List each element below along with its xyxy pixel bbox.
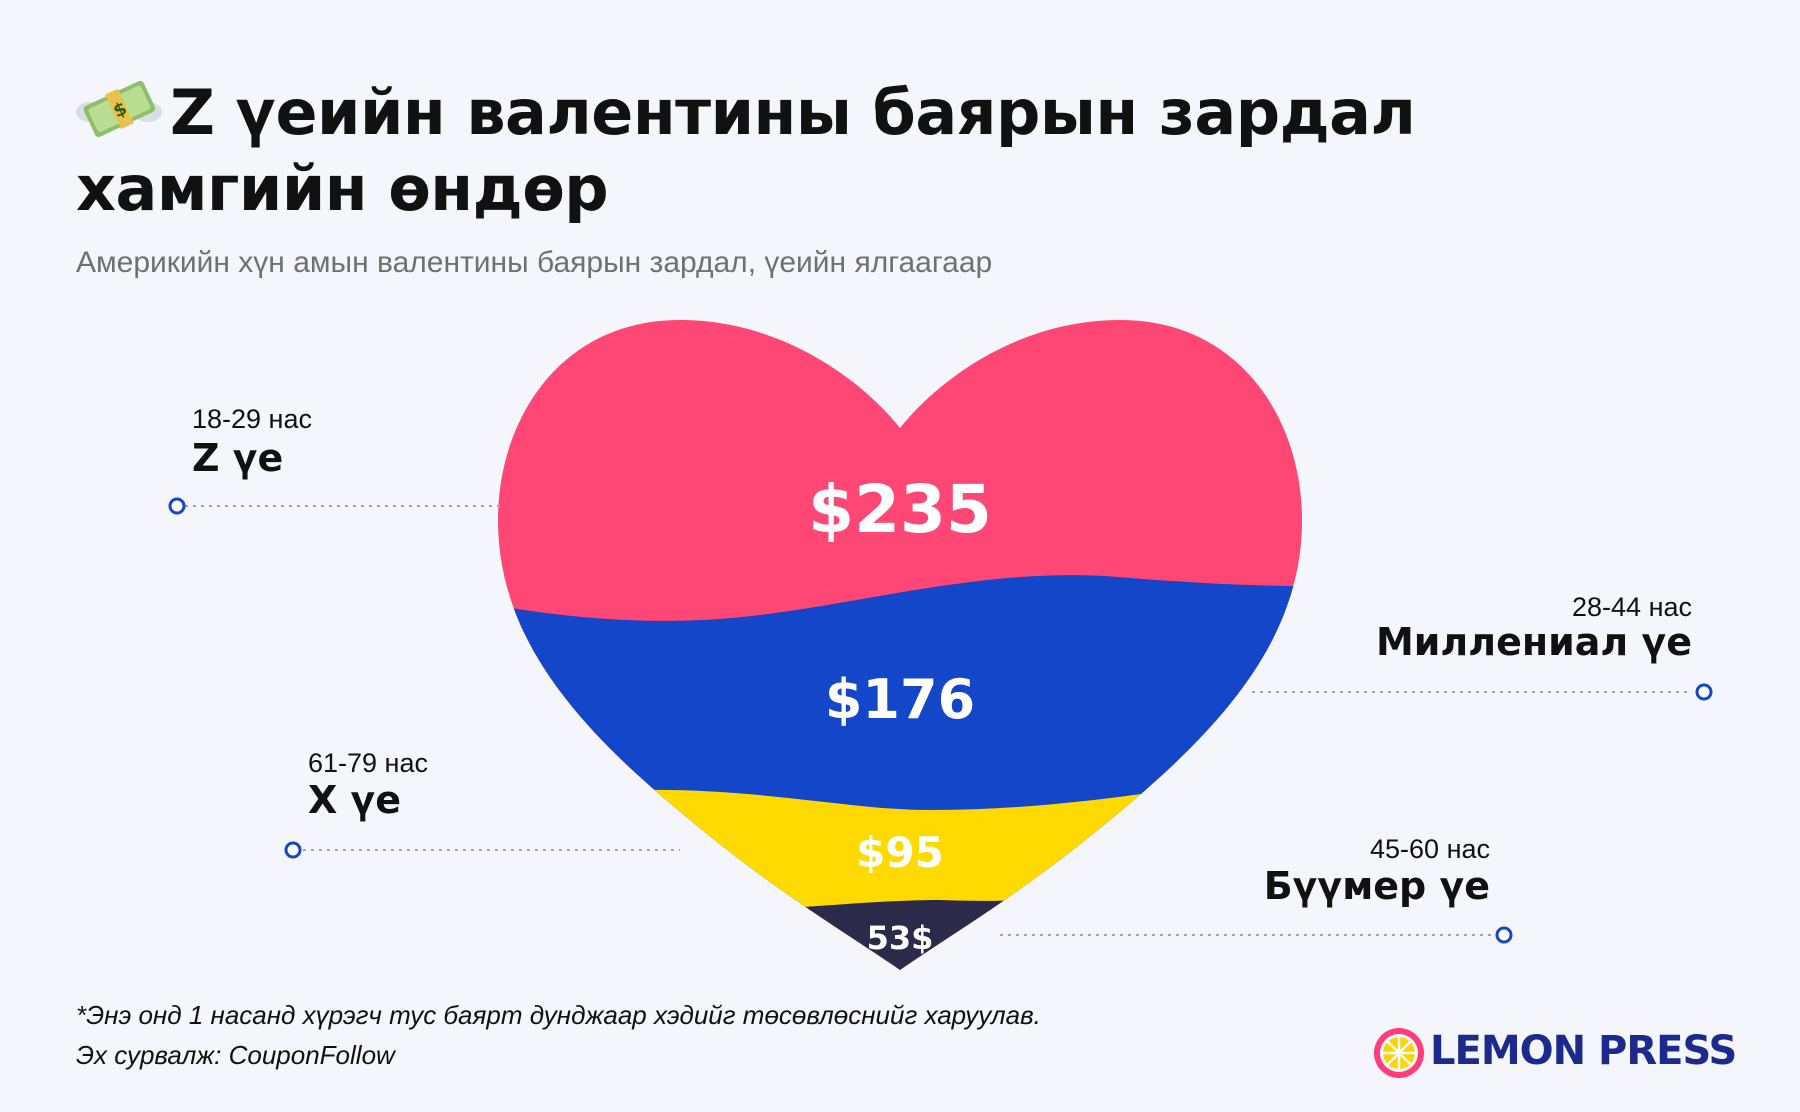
leader-lines (185, 505, 1692, 936)
value-label-boomer: 53$ (867, 919, 934, 957)
category-label-z: Z үе (192, 436, 284, 480)
value-labels: $235 $176 $95 53$ (808, 471, 992, 957)
lemon-slice-icon (1374, 1028, 1424, 1078)
age-label-x: 61-79 нас (308, 748, 428, 778)
category-label-boomer: Бүүмер үе (1263, 864, 1490, 908)
category-label-millennial: Миллениал үе (1375, 620, 1692, 664)
leader-markers (168, 497, 1713, 944)
brand-logo: LEMON PRESS (1372, 1024, 1737, 1082)
footnote: *Энэ онд 1 насанд хүрэгч тус баярт дундж… (76, 1000, 1041, 1030)
subtitle: Америкийн хүн амын валентины баярын зард… (76, 246, 993, 279)
value-label-millennial: $176 (825, 668, 975, 731)
age-label-boomer: 45-60 нас (1370, 834, 1490, 864)
value-label-z: $235 (808, 471, 992, 548)
age-label-millennial: 28-44 нас (1572, 592, 1692, 622)
page-title: $ Z үеийн валентины баярын зардал хамгий… (76, 72, 1576, 227)
value-label-x: $95 (856, 828, 944, 877)
marker-boomer (1495, 926, 1513, 944)
source-note: Эх сурвалж: CouponFollow (76, 1040, 395, 1070)
brand-name: LEMON PRESS (1430, 1028, 1737, 1074)
money-with-wings-icon: $ (76, 80, 162, 137)
age-label-z: 18-29 нас (192, 404, 312, 434)
category-label-x: X үе (308, 778, 402, 822)
marker-x (284, 841, 302, 859)
title-text: Z үеийн валентины баярын зардал хамгийн … (76, 76, 1416, 225)
marker-z (168, 497, 186, 515)
marker-millennial (1695, 683, 1713, 701)
